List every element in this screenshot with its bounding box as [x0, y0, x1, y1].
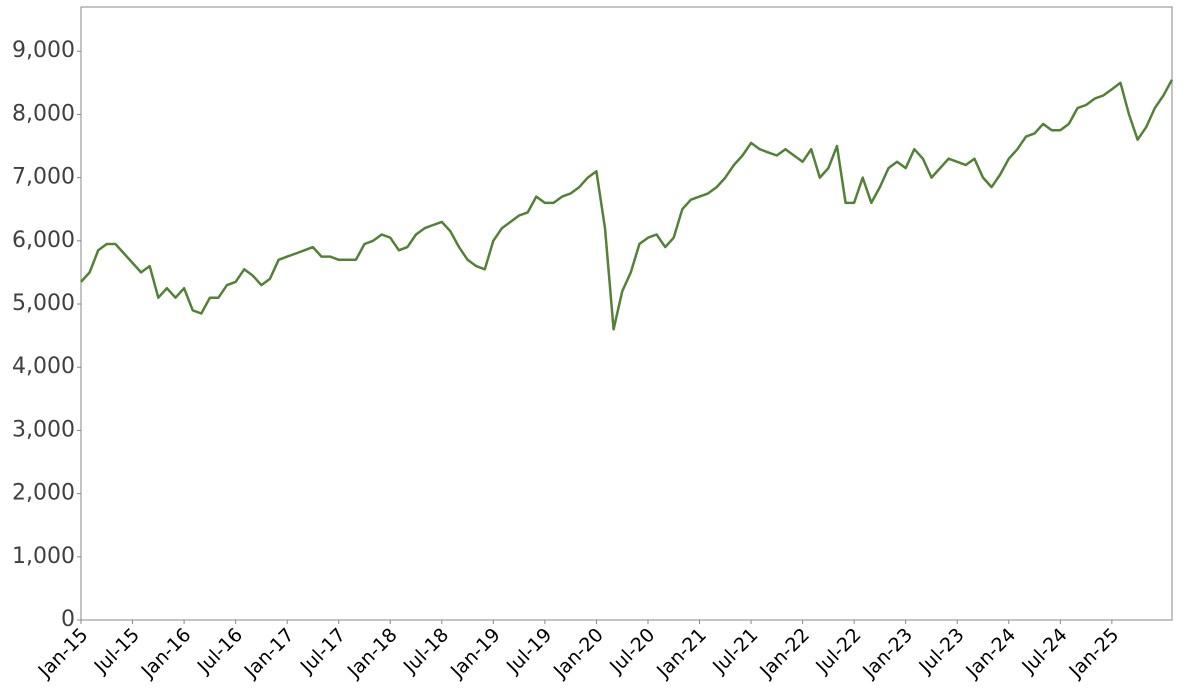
y-tick-label: 5,000 [12, 291, 75, 316]
x-tick-label: Jul-24 [1017, 624, 1071, 678]
x-tick-label: Jul-23 [914, 624, 968, 678]
x-tick-label: Jul-18 [399, 624, 453, 678]
x-tick-label: Jul-22 [811, 624, 865, 678]
x-tick-label: Jul-15 [90, 624, 144, 678]
y-tick-label: 2,000 [12, 481, 75, 506]
x-tick-label: Jan-21 [652, 624, 711, 683]
y-tick-label: 8,000 [12, 101, 75, 126]
x-tick-label: Jan-17 [240, 624, 299, 683]
x-tick-label: Jan-18 [343, 624, 402, 683]
x-tick-label: Jul-20 [605, 624, 659, 678]
x-tick-label: Jul-17 [296, 624, 350, 678]
x-tick-label: Jan-15 [34, 624, 93, 683]
x-tick-label: Jul-21 [708, 624, 762, 678]
y-tick-label: 4,000 [12, 354, 75, 379]
x-tick-label: Jan-19 [446, 624, 505, 683]
y-tick-label: 1,000 [12, 544, 75, 569]
x-tick-label: Jan-20 [549, 624, 608, 683]
y-tick-label: 0 [61, 607, 75, 632]
y-tick-label: 3,000 [12, 417, 75, 442]
plot-frame [80, 6, 1173, 621]
line [80, 79, 1174, 331]
x-tick-label: Jul-19 [502, 624, 556, 678]
x-tick-label: Jul-16 [193, 624, 247, 678]
x-tick-label: Jan-25 [1064, 624, 1123, 683]
x-tick-label: Jan-22 [755, 624, 814, 683]
y-tick-label: 9,000 [12, 38, 75, 63]
y-tick-label: 6,000 [12, 228, 75, 253]
x-tick-label: Jan-23 [858, 624, 917, 683]
y-tick-label: 7,000 [12, 165, 75, 190]
x-tick-label: Jan-16 [137, 624, 196, 683]
x-tick-label: Jan-24 [961, 624, 1020, 683]
